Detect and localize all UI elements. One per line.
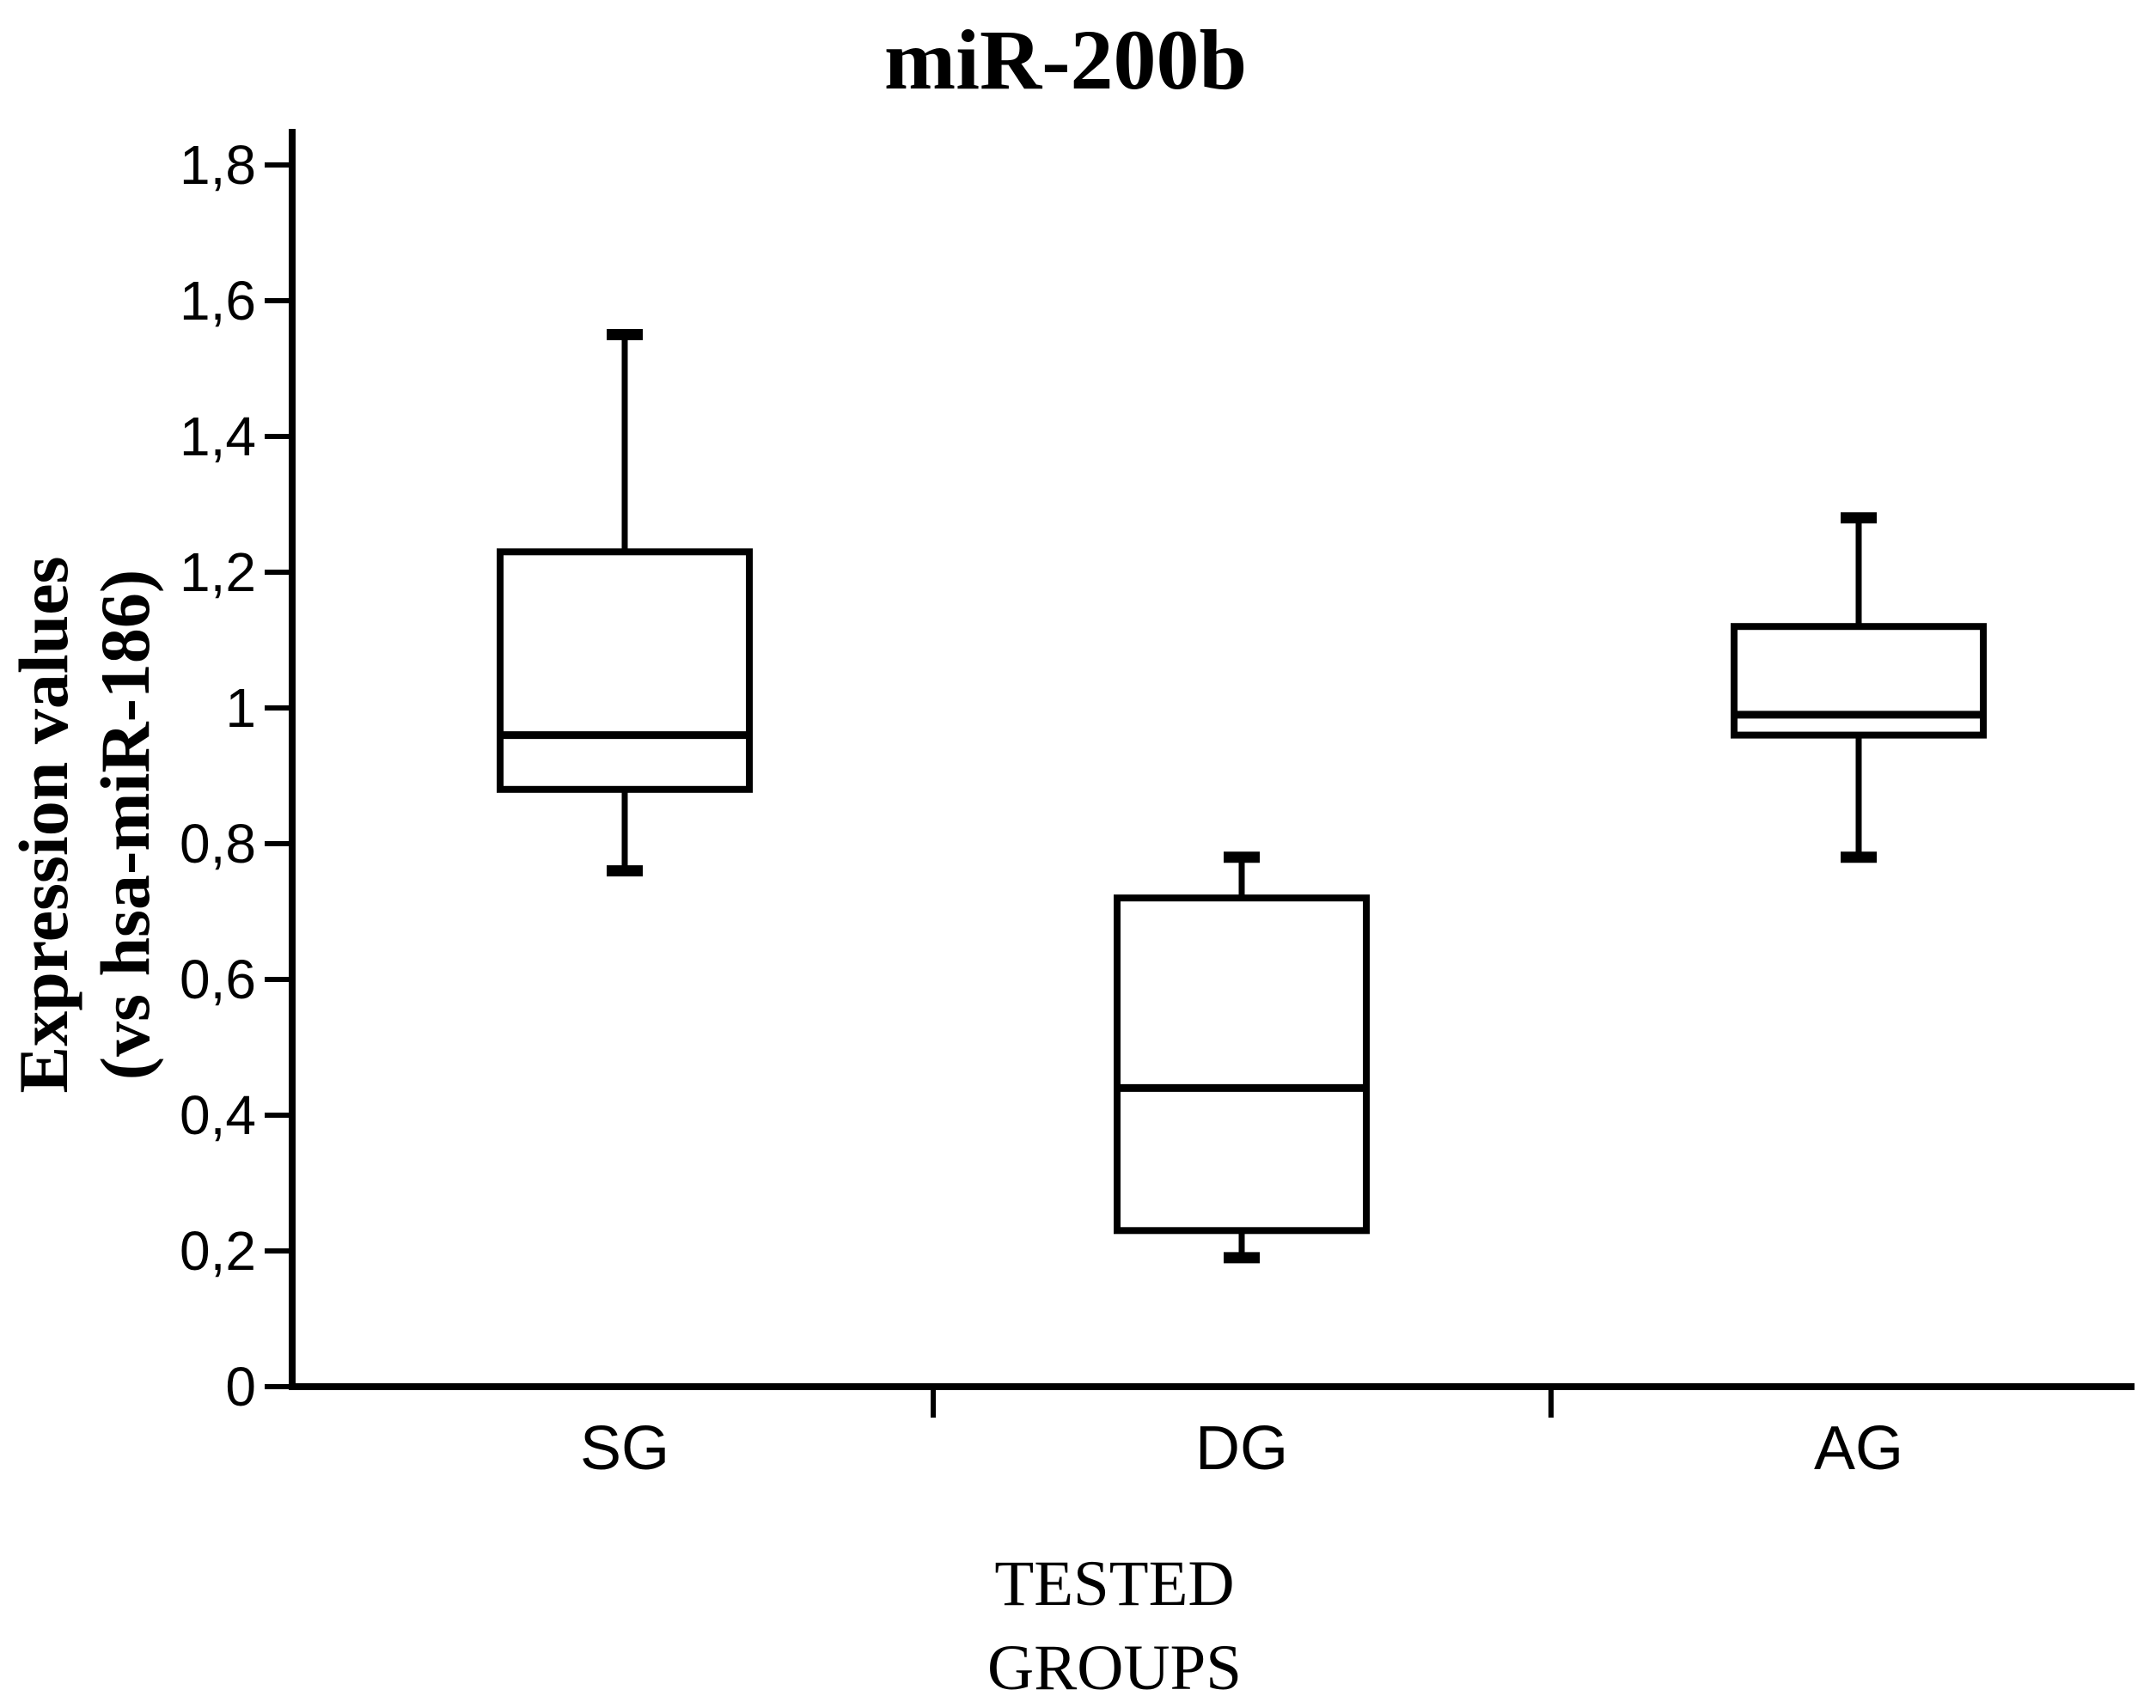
y-tick-label: 1 (225, 677, 256, 739)
category-label-dg: DG (1195, 1414, 1288, 1483)
iqr-box (497, 548, 753, 793)
category-label-ag: AG (1814, 1414, 1903, 1483)
x-axis-title-line2: GROUPS (987, 1632, 1242, 1704)
y-tick-label: 0,6 (180, 949, 256, 1010)
chart-title: miR-200b (884, 12, 1247, 107)
y-axis-title-line1: Expression values (4, 556, 82, 1093)
y-tick-label: 1,6 (180, 270, 256, 332)
y-tick-label: 0 (225, 1356, 256, 1418)
y-tick-label: 0,8 (180, 813, 256, 875)
iqr-box (1114, 894, 1370, 1235)
category-label-sg: SG (580, 1414, 669, 1483)
boxplot-sg (497, 329, 753, 877)
iqr-box (1731, 623, 1987, 739)
y-tick-label: 0,4 (180, 1084, 256, 1146)
y-tick-label: 1,2 (180, 541, 256, 603)
y-tick-label: 1,4 (180, 406, 256, 467)
y-tick-label: 0,2 (180, 1220, 256, 1282)
x-axis-title-line1: TESTED (994, 1548, 1234, 1620)
y-tick-label: 1,8 (180, 134, 256, 196)
boxplot-ag (1731, 512, 1987, 863)
boxplot-dg (1114, 851, 1370, 1264)
y-axis-title-line2: (vs hsa-miR-186) (86, 570, 164, 1080)
